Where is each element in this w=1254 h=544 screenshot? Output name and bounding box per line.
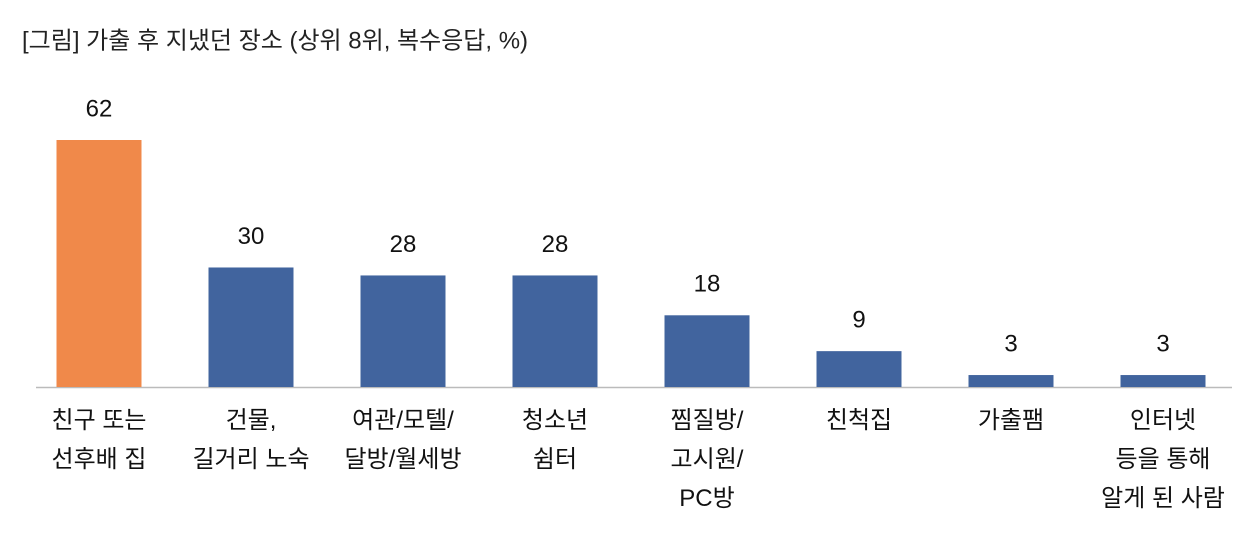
bar [816, 351, 902, 387]
value-label: 18 [694, 271, 721, 298]
bar [208, 267, 294, 387]
x-tick-label: 친구 또는 선후배 집 [52, 407, 147, 473]
x-tick-label: 찜질방/고시원/PC방 [671, 407, 744, 512]
bar [56, 140, 142, 387]
x-tick-label: 여관/모텔/달방/월세방 [344, 407, 461, 473]
x-tick-label: 가출팸 [978, 407, 1044, 434]
value-label: 30 [238, 223, 265, 250]
x-tick-label: 친척집 [826, 407, 892, 434]
value-label: 3 [1004, 330, 1017, 357]
x-tick-label: 청소년 쉼터 [522, 407, 588, 473]
bar [360, 275, 446, 387]
value-label: 28 [390, 231, 417, 258]
bar [664, 315, 750, 387]
chart-title: [그림] 가출 후 지냈던 장소 (상위 8위, 복수응답, %) [22, 27, 528, 54]
bar [968, 375, 1054, 387]
value-label: 3 [1156, 330, 1169, 357]
value-label: 9 [852, 306, 865, 333]
bar [512, 275, 598, 387]
x-tick-label: 건물, 길거리 노숙 [192, 407, 309, 473]
value-label: 62 [86, 95, 113, 122]
x-tick-label: 인터넷 등을 통해 알게 된 사람 [1101, 407, 1225, 512]
value-label: 28 [542, 231, 569, 258]
bar [1120, 375, 1206, 387]
